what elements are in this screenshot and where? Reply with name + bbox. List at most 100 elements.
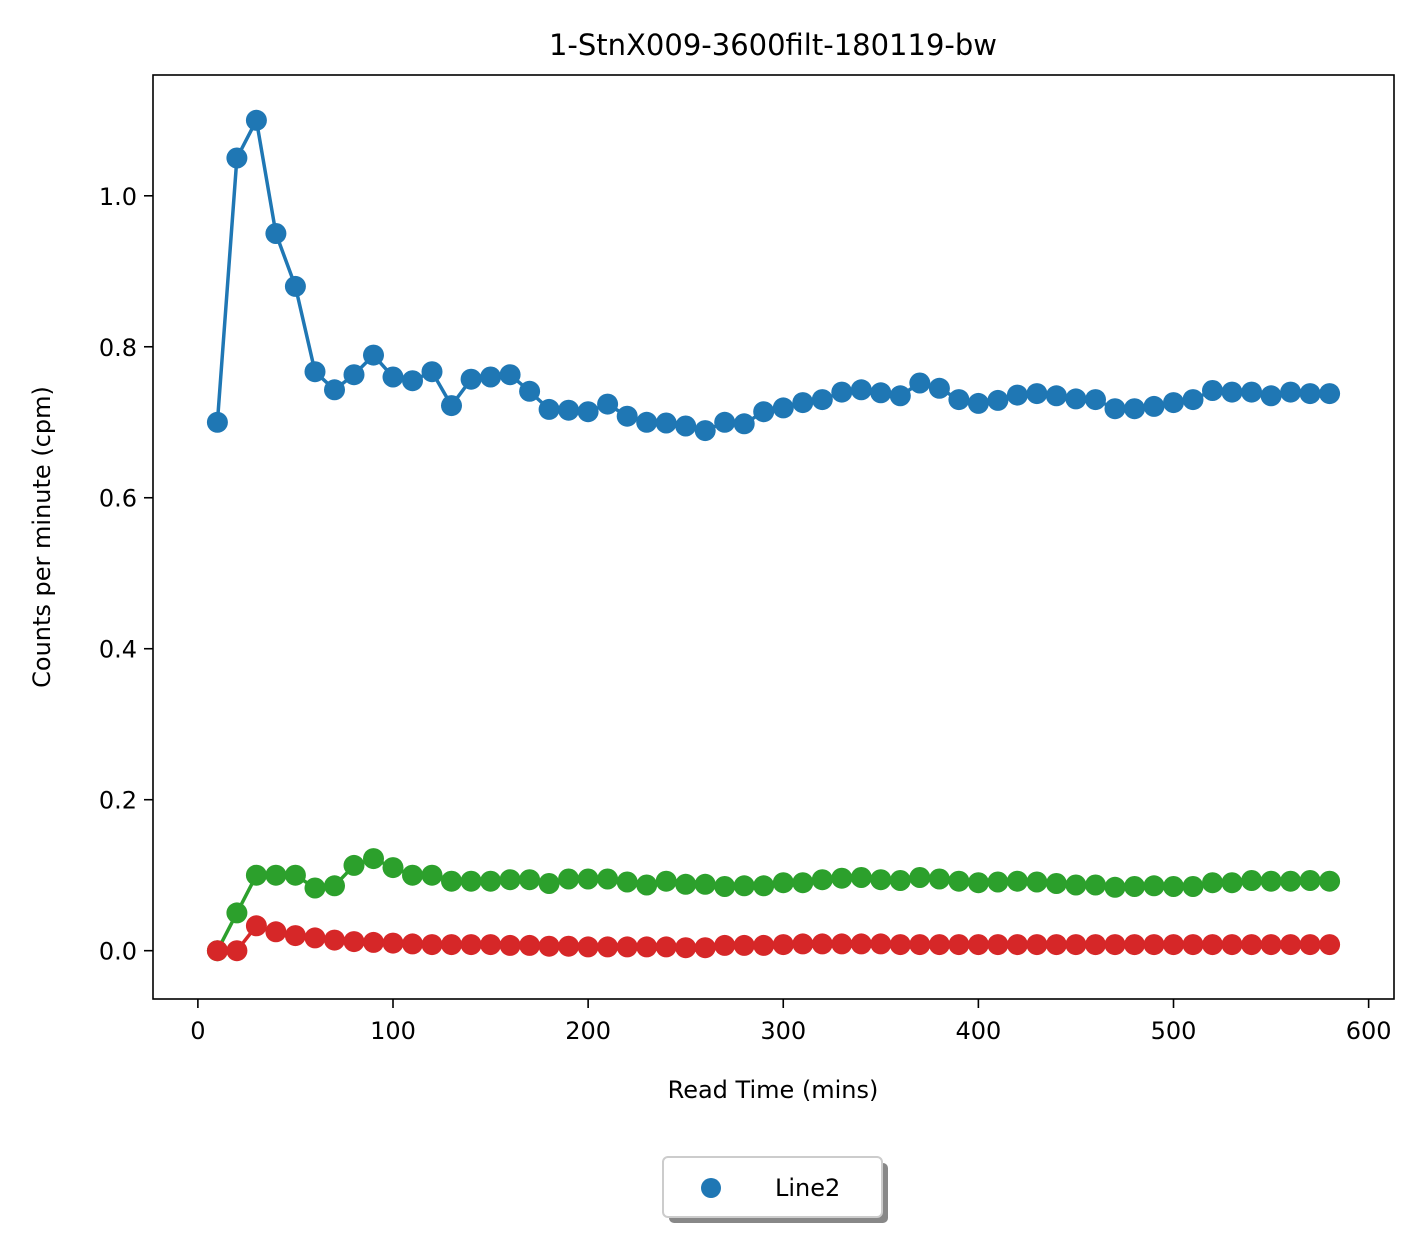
data-point xyxy=(948,870,970,892)
x-tick-label: 100 xyxy=(370,1017,416,1045)
data-point xyxy=(1182,934,1204,956)
data-point xyxy=(831,867,853,889)
data-point xyxy=(402,370,423,392)
data-point xyxy=(441,395,462,417)
data-point xyxy=(616,871,638,893)
data-point xyxy=(304,927,326,949)
data-point xyxy=(1045,385,1067,407)
data-point xyxy=(441,934,462,956)
y-tick-label: 0.2 xyxy=(99,787,137,815)
data-point xyxy=(987,871,1009,893)
x-tick-label: 0 xyxy=(190,1017,205,1045)
data-point xyxy=(538,398,560,420)
chart-title: 1-StnX009-3600filt-180119-bw xyxy=(549,28,997,62)
data-point xyxy=(460,934,482,956)
data-point xyxy=(1241,381,1263,403)
data-point xyxy=(987,389,1009,411)
data-point xyxy=(363,931,384,953)
data-point xyxy=(226,940,248,962)
data-point xyxy=(1104,934,1126,956)
data-point xyxy=(577,401,599,423)
data-point xyxy=(733,413,755,435)
data-point xyxy=(636,874,658,896)
data-point xyxy=(831,381,853,403)
data-point xyxy=(694,873,716,895)
data-point xyxy=(1280,934,1302,956)
data-point xyxy=(1182,389,1204,411)
data-point xyxy=(1221,872,1243,894)
y-tick-label: 0.4 xyxy=(99,636,137,664)
data-point xyxy=(324,929,345,951)
data-point xyxy=(1241,870,1263,891)
data-point xyxy=(889,870,911,891)
data-point xyxy=(1026,871,1048,893)
data-point xyxy=(831,933,853,955)
data-point xyxy=(284,864,306,886)
data-point xyxy=(889,385,911,407)
data-point xyxy=(284,925,306,947)
data-point xyxy=(1143,934,1165,956)
data-point xyxy=(402,933,423,955)
plot-area xyxy=(206,109,1341,962)
data-point xyxy=(1124,934,1145,956)
data-point xyxy=(1221,934,1243,956)
data-point xyxy=(1124,398,1145,420)
data-point xyxy=(558,868,580,890)
data-point xyxy=(206,940,228,962)
data-point xyxy=(1202,380,1223,401)
data-point xyxy=(1085,389,1106,411)
data-point xyxy=(811,869,833,891)
data-point xyxy=(616,405,638,427)
x-tick-label: 300 xyxy=(760,1017,806,1045)
data-point xyxy=(675,937,697,959)
data-point xyxy=(265,223,287,244)
data-point xyxy=(1163,934,1184,956)
data-point xyxy=(480,366,502,388)
y-tick-label: 0.6 xyxy=(99,485,137,513)
data-point xyxy=(382,932,404,954)
data-point xyxy=(1104,398,1126,420)
data-point xyxy=(1202,872,1223,894)
data-point xyxy=(928,377,950,399)
y-tick-label: 1.0 xyxy=(99,183,137,211)
data-point xyxy=(870,869,892,891)
data-point xyxy=(402,864,423,886)
data-point xyxy=(714,411,736,433)
data-point xyxy=(304,361,326,383)
data-point xyxy=(1221,381,1243,403)
data-point xyxy=(889,934,911,956)
data-point xyxy=(655,412,677,434)
data-point xyxy=(1260,870,1282,892)
data-point xyxy=(987,934,1009,956)
data-point xyxy=(1085,874,1106,896)
data-point xyxy=(967,934,989,956)
legend: Line2 xyxy=(662,1156,888,1223)
data-point xyxy=(850,379,872,401)
x-axis: 0 100 200 300 400 500 600 xyxy=(190,999,1392,1045)
data-point xyxy=(675,415,697,437)
data-point xyxy=(1299,383,1321,405)
data-point xyxy=(343,931,365,953)
data-point xyxy=(909,372,931,394)
data-point xyxy=(1104,876,1126,898)
data-point xyxy=(441,870,462,892)
data-point xyxy=(343,364,365,386)
data-point xyxy=(753,934,775,956)
series-2 xyxy=(206,848,1341,962)
data-point xyxy=(772,872,794,894)
data-point xyxy=(792,872,814,894)
x-tick-label: 600 xyxy=(1346,1017,1392,1045)
data-point xyxy=(753,401,775,423)
data-point xyxy=(206,411,228,433)
data-point xyxy=(284,275,306,297)
data-point xyxy=(792,933,814,955)
data-point xyxy=(616,936,638,958)
data-point xyxy=(1163,392,1184,414)
data-point xyxy=(733,934,755,956)
data-point xyxy=(558,935,580,957)
data-point xyxy=(1065,934,1087,956)
data-point xyxy=(1319,870,1341,892)
legend-label: Line2 xyxy=(775,1174,840,1202)
data-point xyxy=(421,934,443,956)
axes-frame xyxy=(152,74,1395,1000)
